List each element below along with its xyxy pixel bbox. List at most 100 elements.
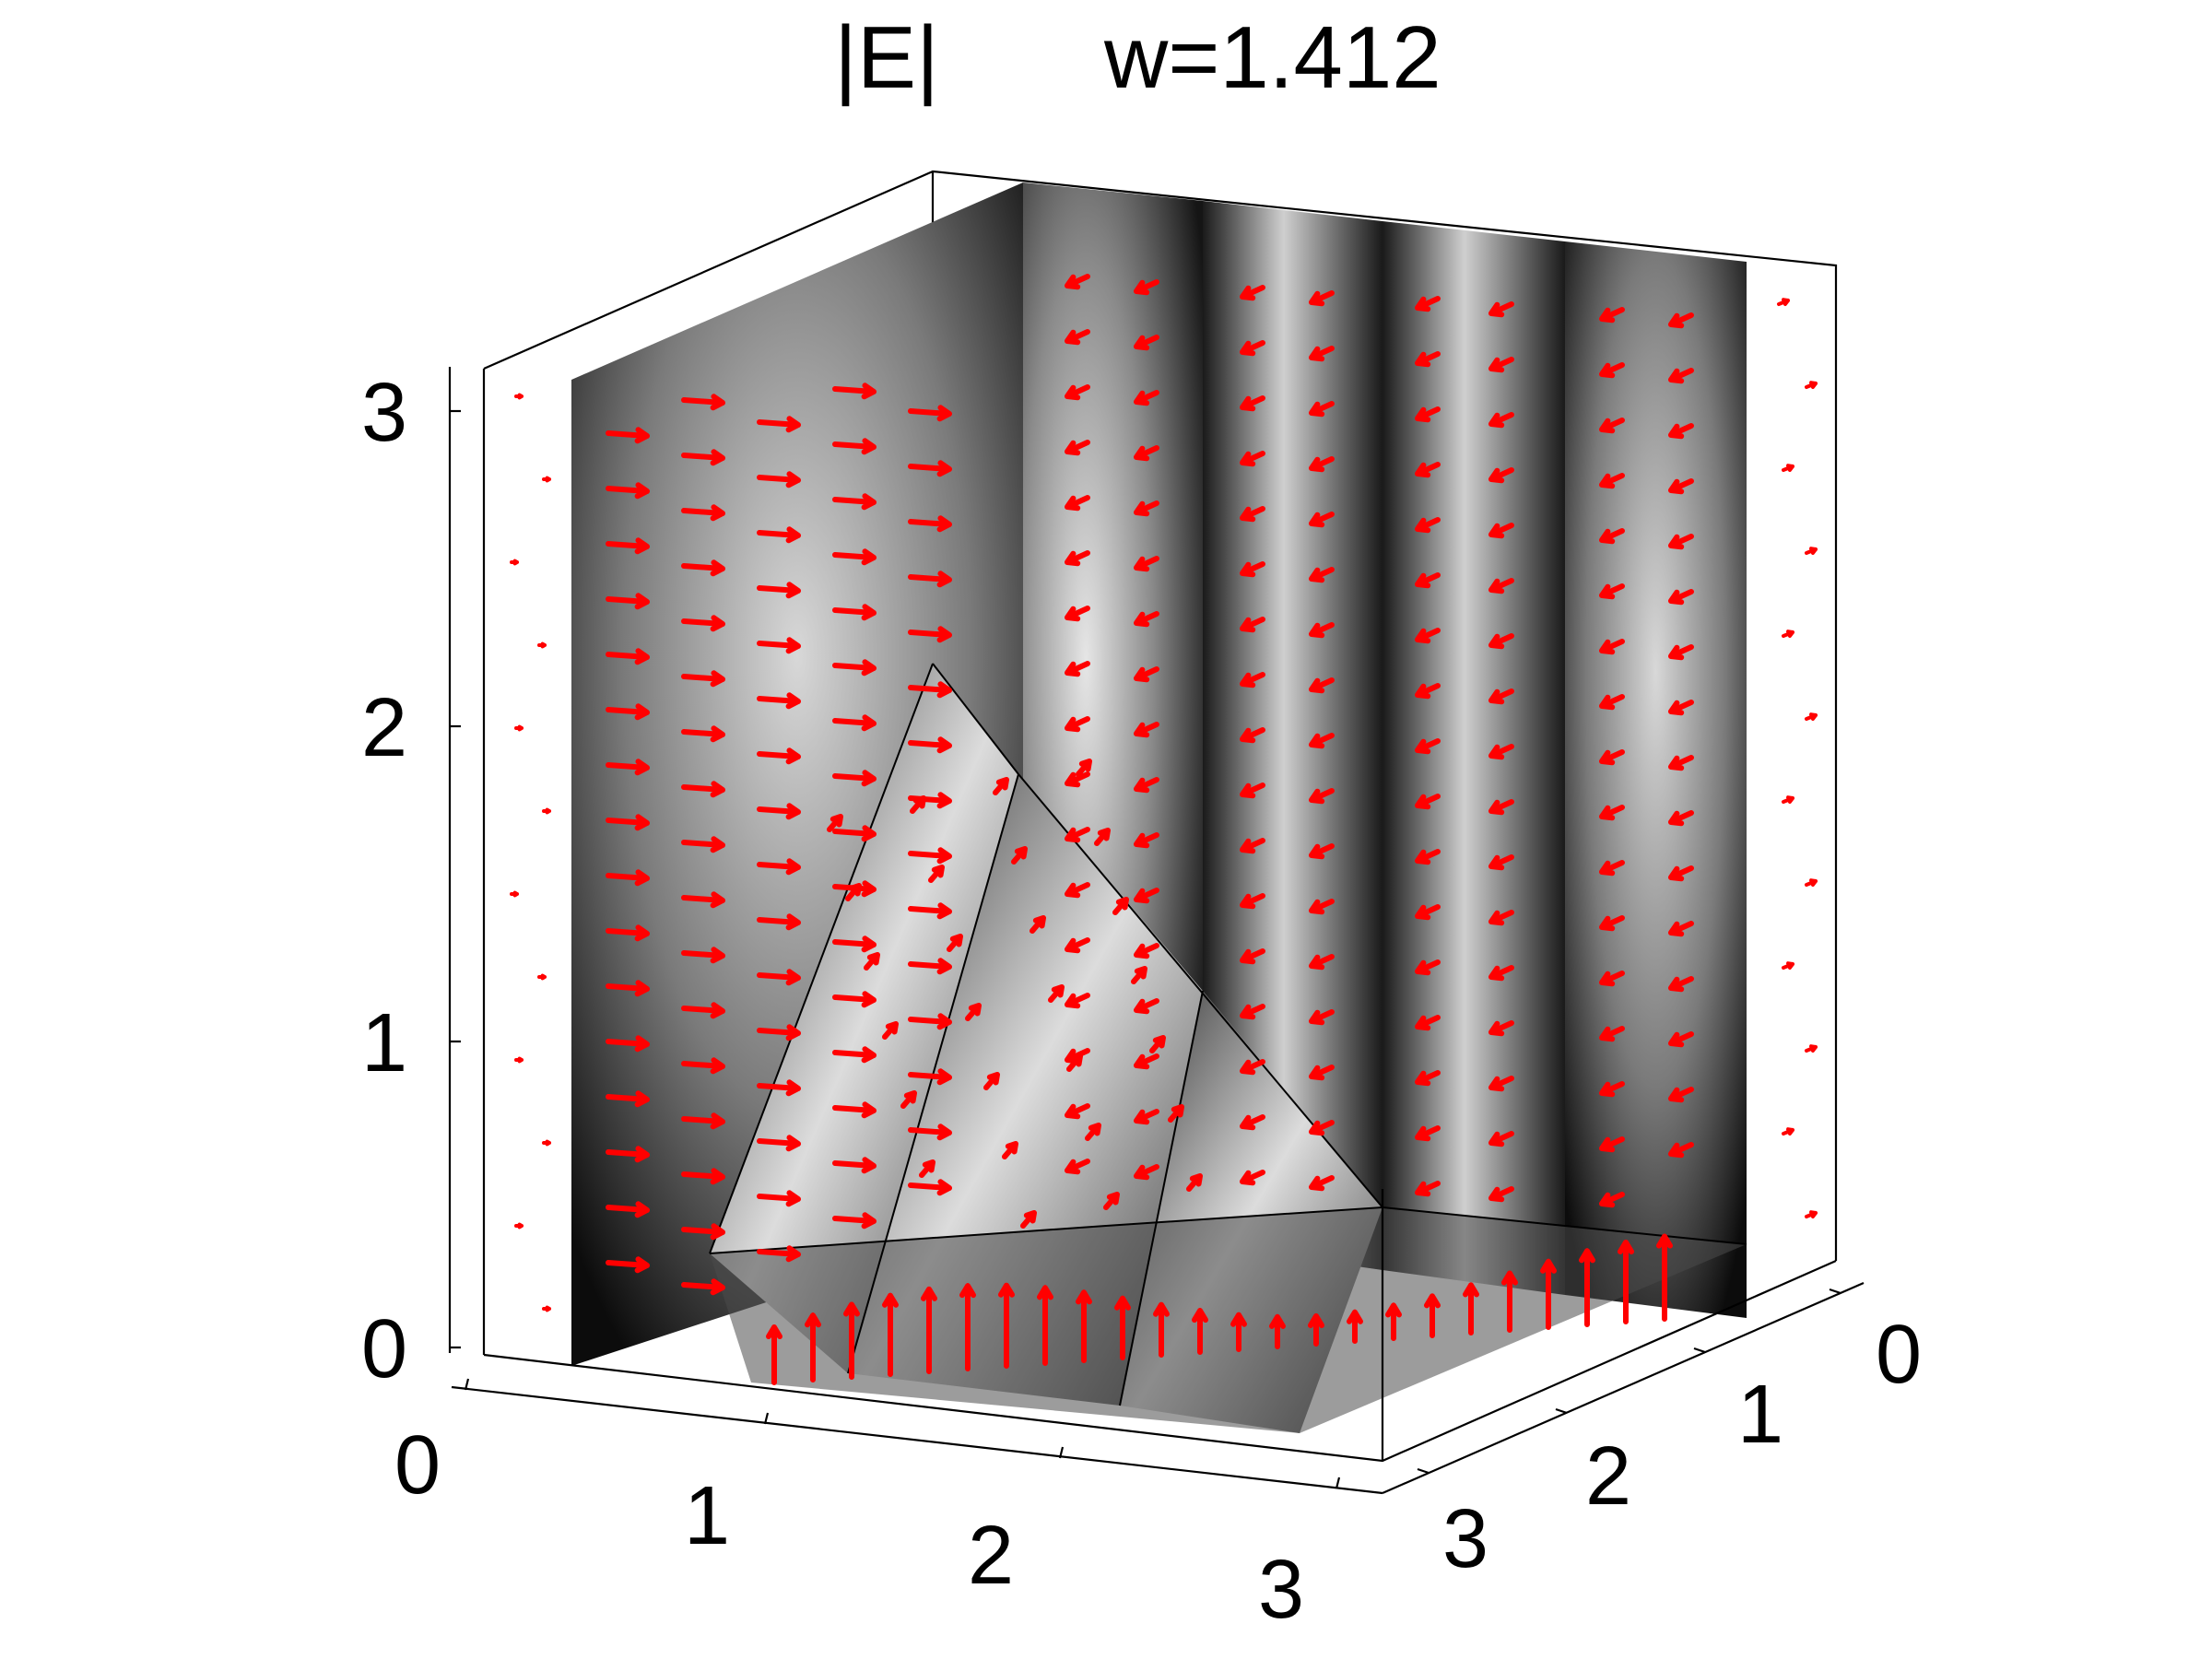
field-arrow [757,1190,801,1207]
field-arrow [1134,832,1159,849]
field-arrow [1385,1302,1402,1341]
field-arrow [1134,556,1159,572]
field-arrow [757,416,801,433]
field-arrow [1065,440,1090,456]
field-arrow [757,1135,801,1152]
field-arrow [908,626,952,643]
field-arrow [1415,406,1441,423]
field-arrow [1065,827,1090,843]
x-axis: 0 1 2 3 [394,1378,1383,1636]
field-arrow [510,559,519,566]
field-arrow [998,1282,1015,1369]
field-arrow [1579,1248,1595,1327]
field-arrow [681,781,725,798]
field-arrow [1599,473,1625,489]
field-arrow [1599,362,1625,379]
field-arrow [832,1157,877,1174]
field-arrow [1134,335,1159,351]
field-arrow [1668,700,1694,716]
field-arrow [1309,512,1335,528]
field-arrow [845,883,862,901]
field-arrow [1415,628,1441,644]
field-arrow [1309,1120,1335,1136]
field-arrow [1240,838,1265,854]
field-arrow [537,973,547,981]
field-arrow [681,1002,725,1019]
field-arrow [1011,846,1028,865]
field-arrow [757,582,801,599]
field-arrow [1114,1295,1131,1360]
field-arrow [1488,633,1514,650]
field-arrow [908,515,952,533]
z-tick-label: 0 [361,1303,407,1395]
field-arrow [832,382,877,400]
field-arrow [1309,788,1335,805]
field-arrow [1668,755,1694,771]
field-arrow [908,958,952,975]
field-arrow [757,913,801,931]
field-arrow [1309,401,1335,418]
field-arrow [1618,1239,1634,1324]
field-arrow [606,869,650,887]
field-arrow [1240,506,1265,523]
field-arrow [1168,1104,1184,1123]
field-arrow [606,427,650,444]
field-arrow [1065,329,1090,346]
field-arrow [1134,998,1159,1015]
y-tick-label: 1 [1737,1369,1783,1461]
field-arrow [1668,976,1694,993]
field-arrow [1065,606,1090,622]
field-arrow [1488,1131,1514,1147]
field-arrow [681,947,725,964]
field-arrow [1065,661,1090,677]
field-arrow [908,460,952,477]
field-arrow [1668,534,1694,550]
field-arrow [606,1035,650,1053]
field-arrow [1668,644,1694,661]
field-arrow [1240,395,1265,412]
field-arrow [1134,888,1159,904]
field-arrow [1805,1044,1818,1053]
field-arrow [1415,1125,1441,1142]
field-arrow [1668,921,1694,937]
field-arrow [606,648,650,665]
vector-field [510,274,1818,1385]
chart-title-parameter: w=1.412 [1103,8,1441,107]
field-arrow [908,405,952,422]
field-arrow [757,969,801,986]
field-arrow [514,393,524,400]
field-arrow [1805,381,1818,389]
field-arrow [1415,794,1441,810]
field-arrow [1782,464,1794,472]
field-arrow [1134,666,1159,683]
field-arrow [1599,915,1625,932]
field-arrow [1240,1114,1265,1131]
field-arrow [1415,517,1441,534]
field-arrow [681,725,725,743]
field-arrow [1309,346,1335,362]
y-axis: 0 1 2 3 [1382,1281,1922,1585]
field-arrow [1415,738,1441,755]
field-arrow [965,1003,982,1021]
field-arrow [908,1013,952,1030]
field-arrow [1599,1192,1625,1208]
field-arrow [1415,462,1441,478]
field-arrow [1153,1301,1170,1358]
field-arrow [514,724,524,732]
field-arrow [959,1283,976,1371]
field-arrow [1668,1087,1694,1103]
field-arrow [1805,1210,1818,1218]
field-arrow [1065,1103,1090,1120]
field-arrow [1488,412,1514,429]
field-arrow [606,482,650,500]
field-arrow [1782,795,1794,804]
field-arrow [606,1090,650,1108]
slice-surface-x5 [1565,241,1747,1318]
field-arrow [1240,285,1265,301]
field-arrow [1065,1159,1090,1175]
field-arrow [832,438,877,455]
chart-title-quantity: |E| [834,8,939,107]
field-arrow [1240,451,1265,467]
field-arrow [1488,744,1514,760]
field-arrow [514,1056,524,1064]
